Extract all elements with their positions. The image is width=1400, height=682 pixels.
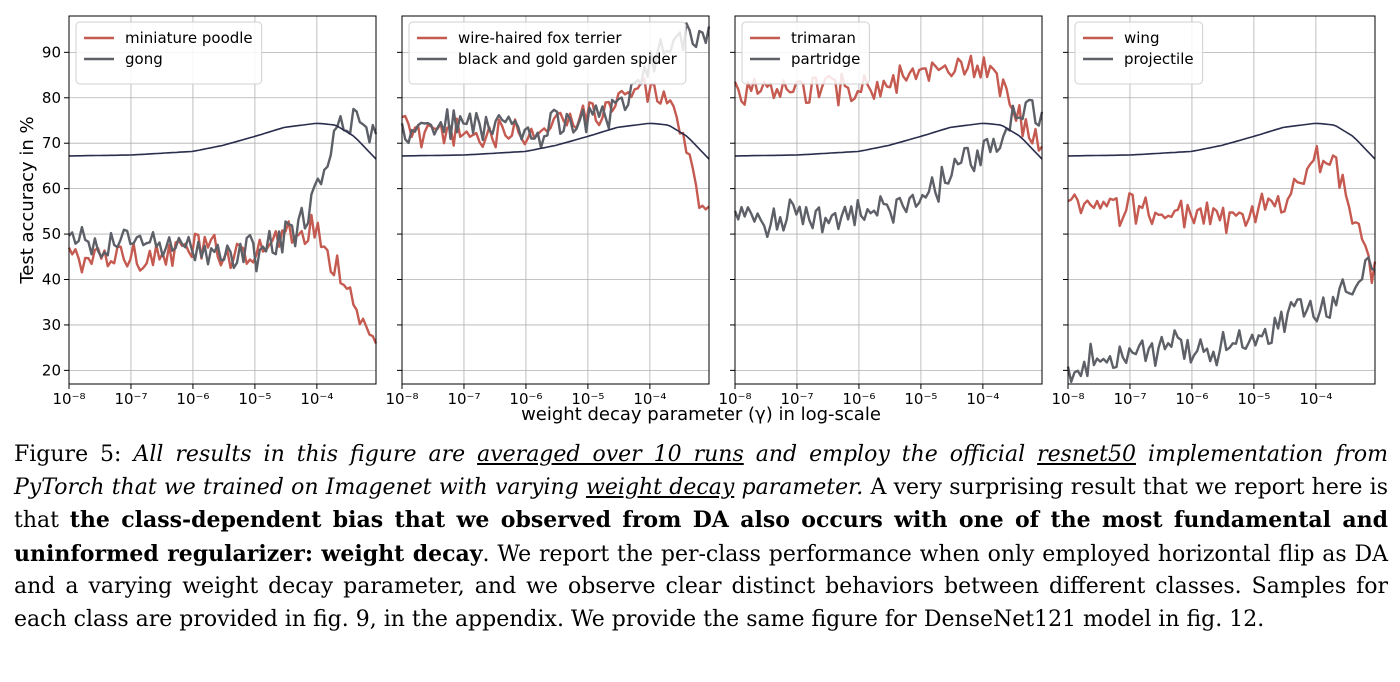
series-line-gong bbox=[68, 107, 378, 273]
y-tick-label: 40 bbox=[42, 271, 61, 289]
x-tick-label: 10⁻⁴ bbox=[1299, 390, 1332, 408]
caption-bold: the class-dependent bias that we observe… bbox=[14, 507, 1389, 567]
x-tick-label: 10⁻⁶ bbox=[1175, 390, 1208, 408]
y-tick-label: 80 bbox=[42, 89, 61, 107]
series-line-reference bbox=[69, 122, 377, 160]
x-axis-label: weight decay parameter (γ) in log-scale bbox=[521, 404, 881, 425]
x-tick-label: 10⁻⁴ bbox=[300, 390, 333, 408]
caption-runs: averaged over 10 runs bbox=[477, 442, 744, 467]
x-tick-label: 10⁻⁵ bbox=[904, 390, 937, 408]
caption-wd: weight decay bbox=[586, 474, 735, 500]
x-tick-label: 10⁻⁵ bbox=[1237, 390, 1270, 408]
legend-label: gong bbox=[125, 50, 163, 68]
x-tick-label: 10⁻⁸ bbox=[718, 390, 751, 408]
y-tick-label: 60 bbox=[42, 180, 61, 198]
y-axis-label: Test accuracy in % bbox=[17, 116, 38, 284]
legend-label: wire-haired fox terrier bbox=[458, 29, 622, 47]
legend-label: wing bbox=[1124, 29, 1159, 47]
figure-caption: Figure 5: All results in this figure are… bbox=[14, 439, 1388, 636]
x-tick-label: 10⁻⁵ bbox=[238, 390, 271, 408]
x-tick-label: 10⁻⁷ bbox=[1113, 390, 1146, 408]
caption-intro: All results in this figure are bbox=[133, 442, 466, 467]
caption-employ: and employ the official bbox=[755, 442, 1026, 467]
x-tick-label: 10⁻⁵ bbox=[571, 390, 604, 408]
x-tick-label: 10⁻⁷ bbox=[447, 390, 480, 408]
figure-canvas: 10⁻⁸ 10⁻⁷ 10⁻⁶ 10⁻⁵ 10⁻⁴ 20 30 40 50 60 70 80 90 mini… bbox=[17, 15, 1377, 425]
series-line-reference bbox=[402, 122, 710, 160]
caption-model: resnet50 bbox=[1037, 442, 1136, 467]
x-tick-label: 10⁻⁷ bbox=[114, 390, 147, 408]
caption-sentence2: A very surprising result that we report … bbox=[14, 474, 1388, 534]
legend-box bbox=[75, 21, 263, 85]
x-tick-label: 10⁻⁶ bbox=[842, 390, 875, 408]
y-tick-label: 50 bbox=[42, 225, 61, 243]
y-tick-label: 70 bbox=[42, 134, 61, 152]
axes-frame bbox=[1067, 15, 1376, 385]
series-line-trimaran bbox=[733, 54, 1043, 152]
series-line-reference bbox=[735, 122, 1043, 160]
figure: 10⁻⁸ 10⁻⁷ 10⁻⁶ 10⁻⁵ 10⁻⁴ 20 30 40 50 60 70 80 90 mini… bbox=[17, 15, 1377, 425]
series-line-miniature-poodle bbox=[67, 213, 378, 344]
y-tick-label: 30 bbox=[42, 316, 61, 334]
series-line-reference bbox=[1068, 122, 1376, 160]
legend-label: trimaran bbox=[791, 29, 856, 47]
y-tick-label: 90 bbox=[42, 43, 61, 61]
legend-label: miniature poodle bbox=[125, 29, 253, 47]
series-line-wing bbox=[1067, 144, 1377, 285]
caption-impl: implementation from PyTorch that we trai… bbox=[14, 442, 1389, 500]
x-tick-label: 10⁻⁸ bbox=[52, 390, 85, 408]
x-tick-label: 10⁻⁴ bbox=[966, 390, 999, 408]
y-tick-label: 20 bbox=[42, 361, 61, 379]
series-line-partridge bbox=[733, 98, 1044, 239]
caption-param: parameter. bbox=[741, 474, 864, 500]
legend-label: partridge bbox=[791, 50, 860, 68]
series-line-projectile bbox=[1066, 256, 1376, 384]
axes-frame bbox=[401, 15, 710, 385]
x-tick-label: 10⁻⁴ bbox=[633, 390, 666, 408]
x-tick-label: 10⁻⁸ bbox=[1051, 390, 1084, 408]
legend-box bbox=[408, 21, 687, 85]
x-tick-label: 10⁻⁸ bbox=[385, 390, 418, 408]
caption-label: Figure 5: bbox=[14, 442, 122, 467]
x-tick-label: 10⁻⁶ bbox=[176, 390, 209, 408]
axes-frame bbox=[734, 15, 1043, 385]
x-tick-label: 10⁻⁷ bbox=[780, 390, 813, 408]
legend-label: black and gold garden spider bbox=[458, 50, 678, 68]
legend-label: projectile bbox=[1124, 50, 1194, 68]
axes-frame bbox=[68, 15, 377, 385]
series-line-wire-haired-fox-terrier bbox=[401, 77, 710, 211]
x-tick-label: 10⁻⁶ bbox=[509, 390, 542, 408]
caption-rest: . We report the per-class performance wh… bbox=[14, 541, 1388, 632]
